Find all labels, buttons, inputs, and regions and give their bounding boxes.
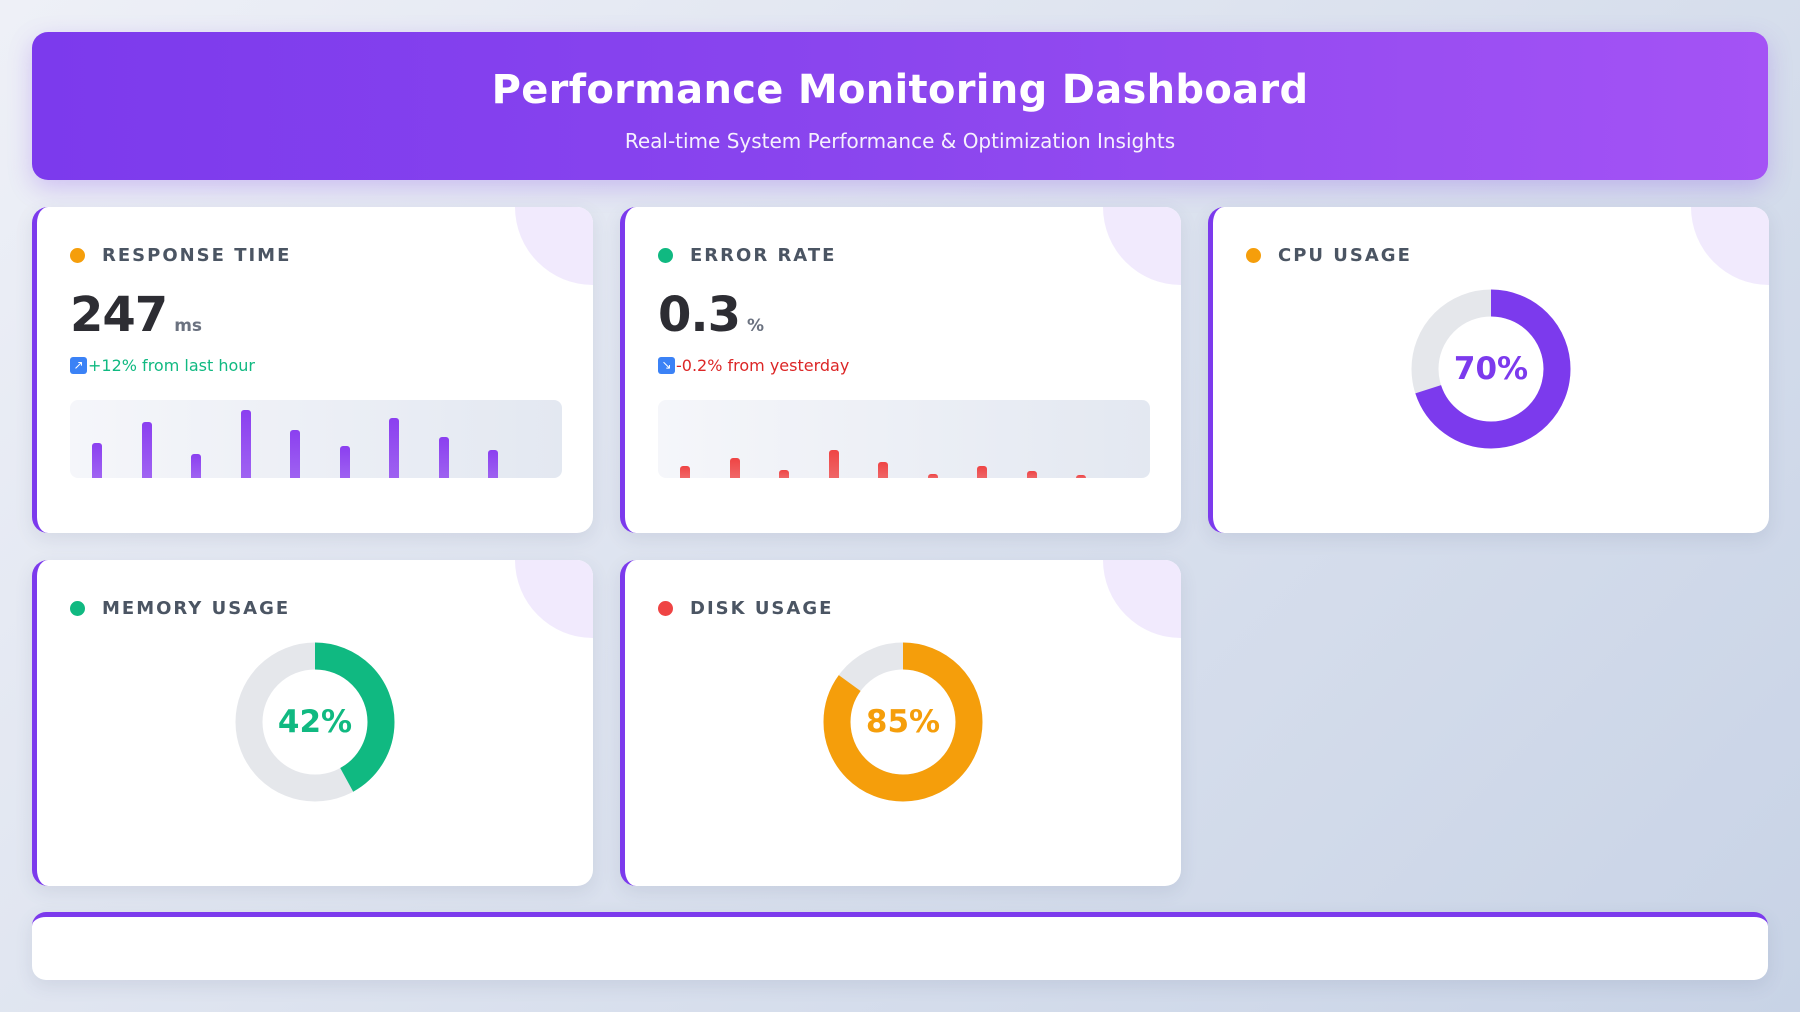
trend-text: +12% from last hour xyxy=(88,356,255,375)
cpu-donut-gauge: 70% xyxy=(1411,289,1571,449)
card-label: RESPONSE TIME xyxy=(102,245,292,266)
footer-panel xyxy=(32,912,1768,980)
spark-bar xyxy=(729,458,740,478)
card-corner-decoration xyxy=(1691,207,1769,285)
donut-fill xyxy=(235,642,395,802)
spark-bar xyxy=(779,469,789,478)
card-label: ERROR RATE xyxy=(690,245,837,266)
status-dot xyxy=(70,601,85,616)
trend-row: ↗ +12% from last hour xyxy=(70,356,255,375)
response-time-card[interactable]: RESPONSE TIME 247 ms ↗ +12% from last ho… xyxy=(32,207,593,533)
card-corner-decoration xyxy=(515,560,593,638)
spark-bar xyxy=(290,429,300,478)
memory-usage-card[interactable]: MEMORY USAGE 42% xyxy=(32,560,593,886)
spark-bar xyxy=(1076,475,1086,478)
spark-bar xyxy=(878,462,888,478)
dashboard-header: Performance Monitoring Dashboard Real-ti… xyxy=(32,32,1768,180)
card-label: DISK USAGE xyxy=(690,598,834,619)
error-rate-card[interactable]: ERROR RATE 0.3 % ↘ -0.2% from yesterday xyxy=(620,207,1181,533)
spark-bar xyxy=(927,473,938,478)
arrow-down-right-icon: ↘ xyxy=(658,357,675,374)
spark-bar xyxy=(389,418,399,478)
donut-fill xyxy=(823,642,983,802)
spark-bar xyxy=(828,450,839,478)
status-dot xyxy=(70,248,85,263)
disk-usage-card[interactable]: DISK USAGE 85% xyxy=(620,560,1181,886)
response-sparkline xyxy=(70,400,562,478)
page-subtitle: Real-time System Performance & Optimizat… xyxy=(624,129,1176,153)
spark-bar xyxy=(141,421,152,478)
memory-donut-gauge: 42% xyxy=(235,642,395,802)
disk-donut-gauge: 85% xyxy=(823,642,983,802)
spark-bar xyxy=(488,450,498,478)
card-label: CPU USAGE xyxy=(1278,245,1412,266)
arrow-up-right-icon: ↗ xyxy=(70,357,87,374)
donut-svg xyxy=(823,642,983,802)
donut-value: 70% xyxy=(1453,351,1529,387)
spark-bar xyxy=(92,442,102,478)
spark-bar xyxy=(191,454,201,478)
page-title: Performance Monitoring Dashboard xyxy=(491,67,1309,113)
status-dot xyxy=(658,601,673,616)
donut-svg xyxy=(235,642,395,802)
trend-text: -0.2% from yesterday xyxy=(676,356,850,375)
spark-bar xyxy=(680,466,690,478)
status-dot xyxy=(658,248,673,263)
card-corner-decoration xyxy=(1103,207,1181,285)
status-dot xyxy=(1246,248,1261,263)
card-corner-decoration xyxy=(1103,560,1181,638)
card-label: MEMORY USAGE xyxy=(102,598,291,619)
donut-svg xyxy=(1411,289,1571,449)
donut-fill xyxy=(1411,289,1571,449)
spark-bar xyxy=(240,410,251,478)
donut-value: 42% xyxy=(277,704,353,740)
trend-row: ↘ -0.2% from yesterday xyxy=(658,356,849,375)
spark-bar xyxy=(977,466,987,478)
metric-value: 0.3 xyxy=(658,287,741,343)
cpu-usage-card[interactable]: CPU USAGE 70% xyxy=(1208,207,1769,533)
metric-value: 247 xyxy=(70,287,168,343)
spark-bar xyxy=(339,446,350,478)
metric-unit: ms xyxy=(174,316,203,336)
card-corner-decoration xyxy=(515,207,593,285)
spark-bar xyxy=(438,437,449,478)
spark-bar xyxy=(1026,471,1037,478)
donut-value: 85% xyxy=(865,704,941,740)
metric-unit: % xyxy=(747,316,765,336)
error-sparkline xyxy=(658,400,1150,478)
